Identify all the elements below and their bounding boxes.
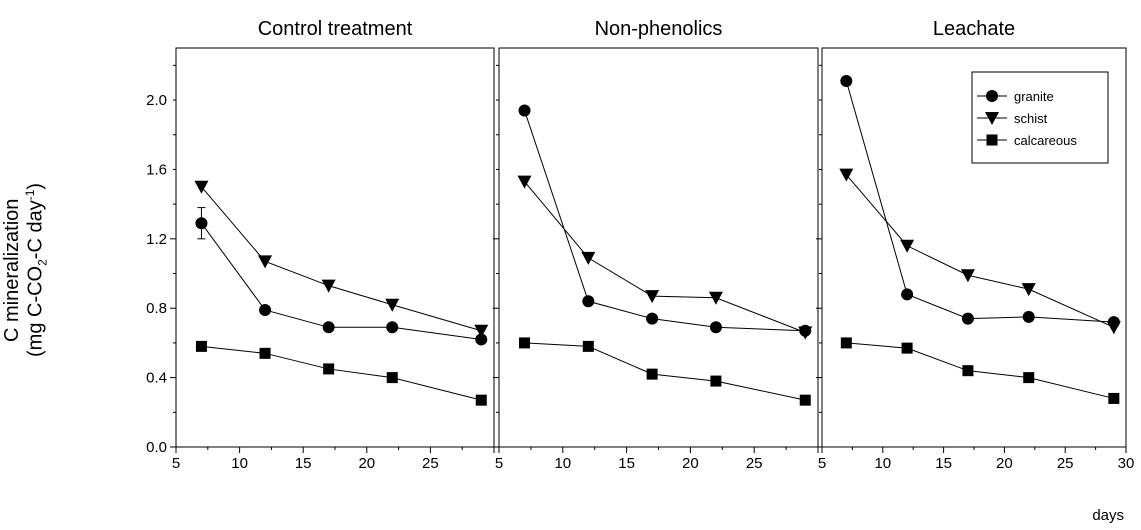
x-tick-label: 20: [996, 455, 1013, 472]
data-point-granite: [840, 74, 853, 87]
data-point-schist: [1106, 321, 1121, 335]
y-tick-label: 0.4: [146, 370, 167, 387]
data-point-granite: [322, 321, 335, 334]
legend-label-calcareous: calcareous: [1014, 133, 1077, 148]
data-point-calcareous: [519, 337, 531, 349]
series-line-calcareous: [846, 342, 1114, 399]
legend-marker-granite: [986, 90, 998, 102]
series-line-schist: [845, 174, 1115, 328]
x-tick-label: 5: [818, 455, 826, 472]
x-tick-label: 5: [172, 455, 180, 472]
y-tick-label: 0.0: [146, 439, 167, 456]
y-tick-label: 0.8: [146, 300, 167, 317]
data-point-calcareous: [386, 372, 398, 384]
y-tick-label: 1.6: [146, 161, 167, 178]
data-point-calcareous: [962, 365, 974, 377]
data-point-calcareous: [582, 340, 594, 352]
data-point-schist: [385, 298, 400, 312]
x-tick-label: 25: [1057, 455, 1074, 472]
data-point-granite: [582, 295, 595, 308]
y-axis-label-sub: 2: [35, 259, 50, 266]
data-point-granite: [518, 104, 531, 117]
data-point-granite: [961, 312, 974, 325]
data-point-granite: [259, 303, 272, 316]
legend-marker-schist: [985, 112, 999, 125]
series-line-calcareous: [524, 342, 806, 401]
panel-title-2: Non-phenolics: [595, 18, 723, 40]
data-point-calcareous: [195, 340, 207, 352]
y-axis-label-line2: (mg C-CO2-C day-1): [23, 183, 50, 357]
y-axis-label-unit-rest: -C day: [24, 200, 47, 260]
legend-label-granite: granite: [1014, 89, 1054, 104]
panel-frame-1: [175, 47, 495, 448]
data-point-schist: [258, 255, 273, 269]
x-tick-label: 15: [295, 455, 312, 472]
y-axis-label-main: C mineralization: [1, 198, 23, 342]
y-tick-label: 1.2: [146, 231, 167, 248]
y-axis-label-sup: -1: [23, 189, 37, 201]
data-point-schist: [708, 291, 723, 305]
data-point-calcareous: [259, 347, 271, 359]
legend-label-schist: schist: [1014, 111, 1048, 126]
x-tick-label: 25: [422, 455, 439, 472]
series-line-granite: [524, 110, 806, 332]
data-point-calcareous: [475, 394, 487, 406]
data-point-schist: [581, 251, 596, 265]
x-tick-label: 10: [554, 455, 571, 472]
x-tick-label: 25: [746, 455, 763, 472]
series-line-schist: [201, 186, 482, 332]
series-line-schist: [524, 181, 806, 333]
x-tick-label: 30: [1118, 455, 1135, 472]
legend-marker-calcareous: [986, 134, 998, 146]
data-point-schist: [474, 324, 489, 338]
data-point-calcareous: [710, 375, 722, 387]
data-point-calcareous: [1108, 392, 1120, 404]
y-axis-label-close: ): [24, 182, 47, 190]
data-point-schist: [900, 239, 915, 253]
x-tick-label: 10: [874, 455, 891, 472]
data-point-calcareous: [799, 394, 811, 406]
data-point-granite: [646, 312, 659, 325]
panel-title-3: Leachate: [933, 18, 1015, 40]
series-line-calcareous: [201, 345, 482, 401]
data-point-calcareous: [323, 363, 335, 375]
x-tick-label: 5: [495, 455, 503, 472]
data-point-schist: [1021, 283, 1036, 297]
panel-title-1: Control treatment: [258, 18, 413, 40]
data-point-schist: [194, 180, 209, 194]
panel-frame-2: [498, 47, 819, 448]
x-axis-label: days: [1092, 507, 1124, 524]
x-tick-label: 15: [618, 455, 635, 472]
series-line-granite: [201, 222, 482, 340]
y-tick-label: 2.0: [146, 92, 167, 109]
y-axis-label-line1: C mineralization: [1, 198, 24, 341]
x-tick-label: 20: [358, 455, 375, 472]
x-tick-label: 20: [682, 455, 699, 472]
data-point-schist: [645, 290, 660, 304]
data-point-schist: [839, 168, 854, 182]
data-point-granite: [386, 321, 399, 334]
x-tick-label: 10: [231, 455, 248, 472]
data-point-calcareous: [1023, 372, 1035, 384]
data-point-granite: [195, 217, 208, 230]
data-point-calcareous: [840, 337, 852, 349]
data-point-calcareous: [901, 342, 913, 354]
x-tick-label: 15: [935, 455, 952, 472]
data-point-calcareous: [646, 368, 658, 380]
data-point-schist: [960, 269, 975, 283]
data-point-granite: [709, 321, 722, 334]
data-point-granite: [901, 288, 914, 301]
data-point-granite: [475, 333, 488, 346]
data-point-schist: [517, 175, 532, 189]
y-axis-label-unit: (mg C-CO: [24, 265, 47, 357]
data-point-granite: [1022, 310, 1035, 323]
data-point-schist: [321, 279, 336, 293]
data-point-schist: [798, 326, 813, 340]
